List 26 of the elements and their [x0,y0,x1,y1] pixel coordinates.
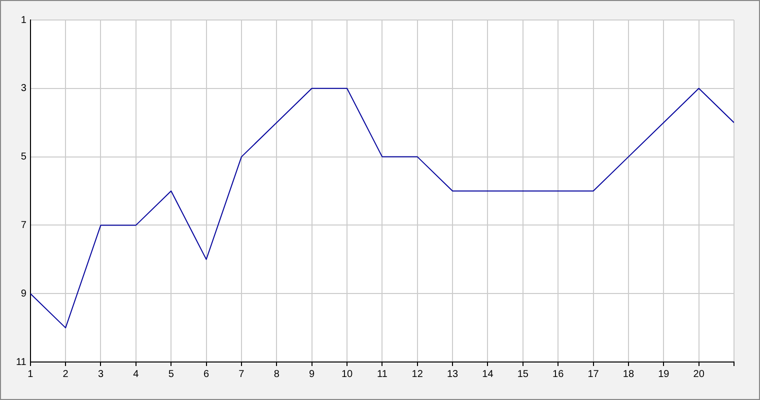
x-tick-label: 20 [693,368,705,380]
y-tick-label: 1 [20,14,27,26]
y-tick-label: 9 [20,288,27,300]
x-tick-label: 3 [98,368,104,380]
x-tick-label: 7 [238,368,245,380]
x-tick-label: 6 [204,368,210,380]
x-tick-label: 19 [658,368,670,380]
x-tick-label: 18 [622,368,634,380]
x-tick-label: 9 [309,368,316,380]
x-tick-label: 10 [341,368,354,380]
x-tick-label: 17 [588,368,600,380]
x-tick-label: 5 [168,368,174,380]
x-tick-label: 11 [376,368,388,380]
x-tick-label: 1 [28,368,34,380]
x-tick-label: 16 [552,368,564,380]
x-tick-label: 4 [133,368,140,380]
x-tick-label: 14 [482,368,494,380]
x-tick-label: 8 [274,368,280,380]
y-tick-label: 7 [20,220,27,231]
x-tick-label: 13 [446,368,459,380]
x-tick-label: 2 [62,368,69,380]
x-tick-label: 12 [412,368,424,380]
y-tick-label: 5 [20,152,27,163]
x-tick-label: 15 [517,368,529,380]
y-tick-label: 3 [20,83,27,94]
y-tick-label: 11 [16,356,27,368]
